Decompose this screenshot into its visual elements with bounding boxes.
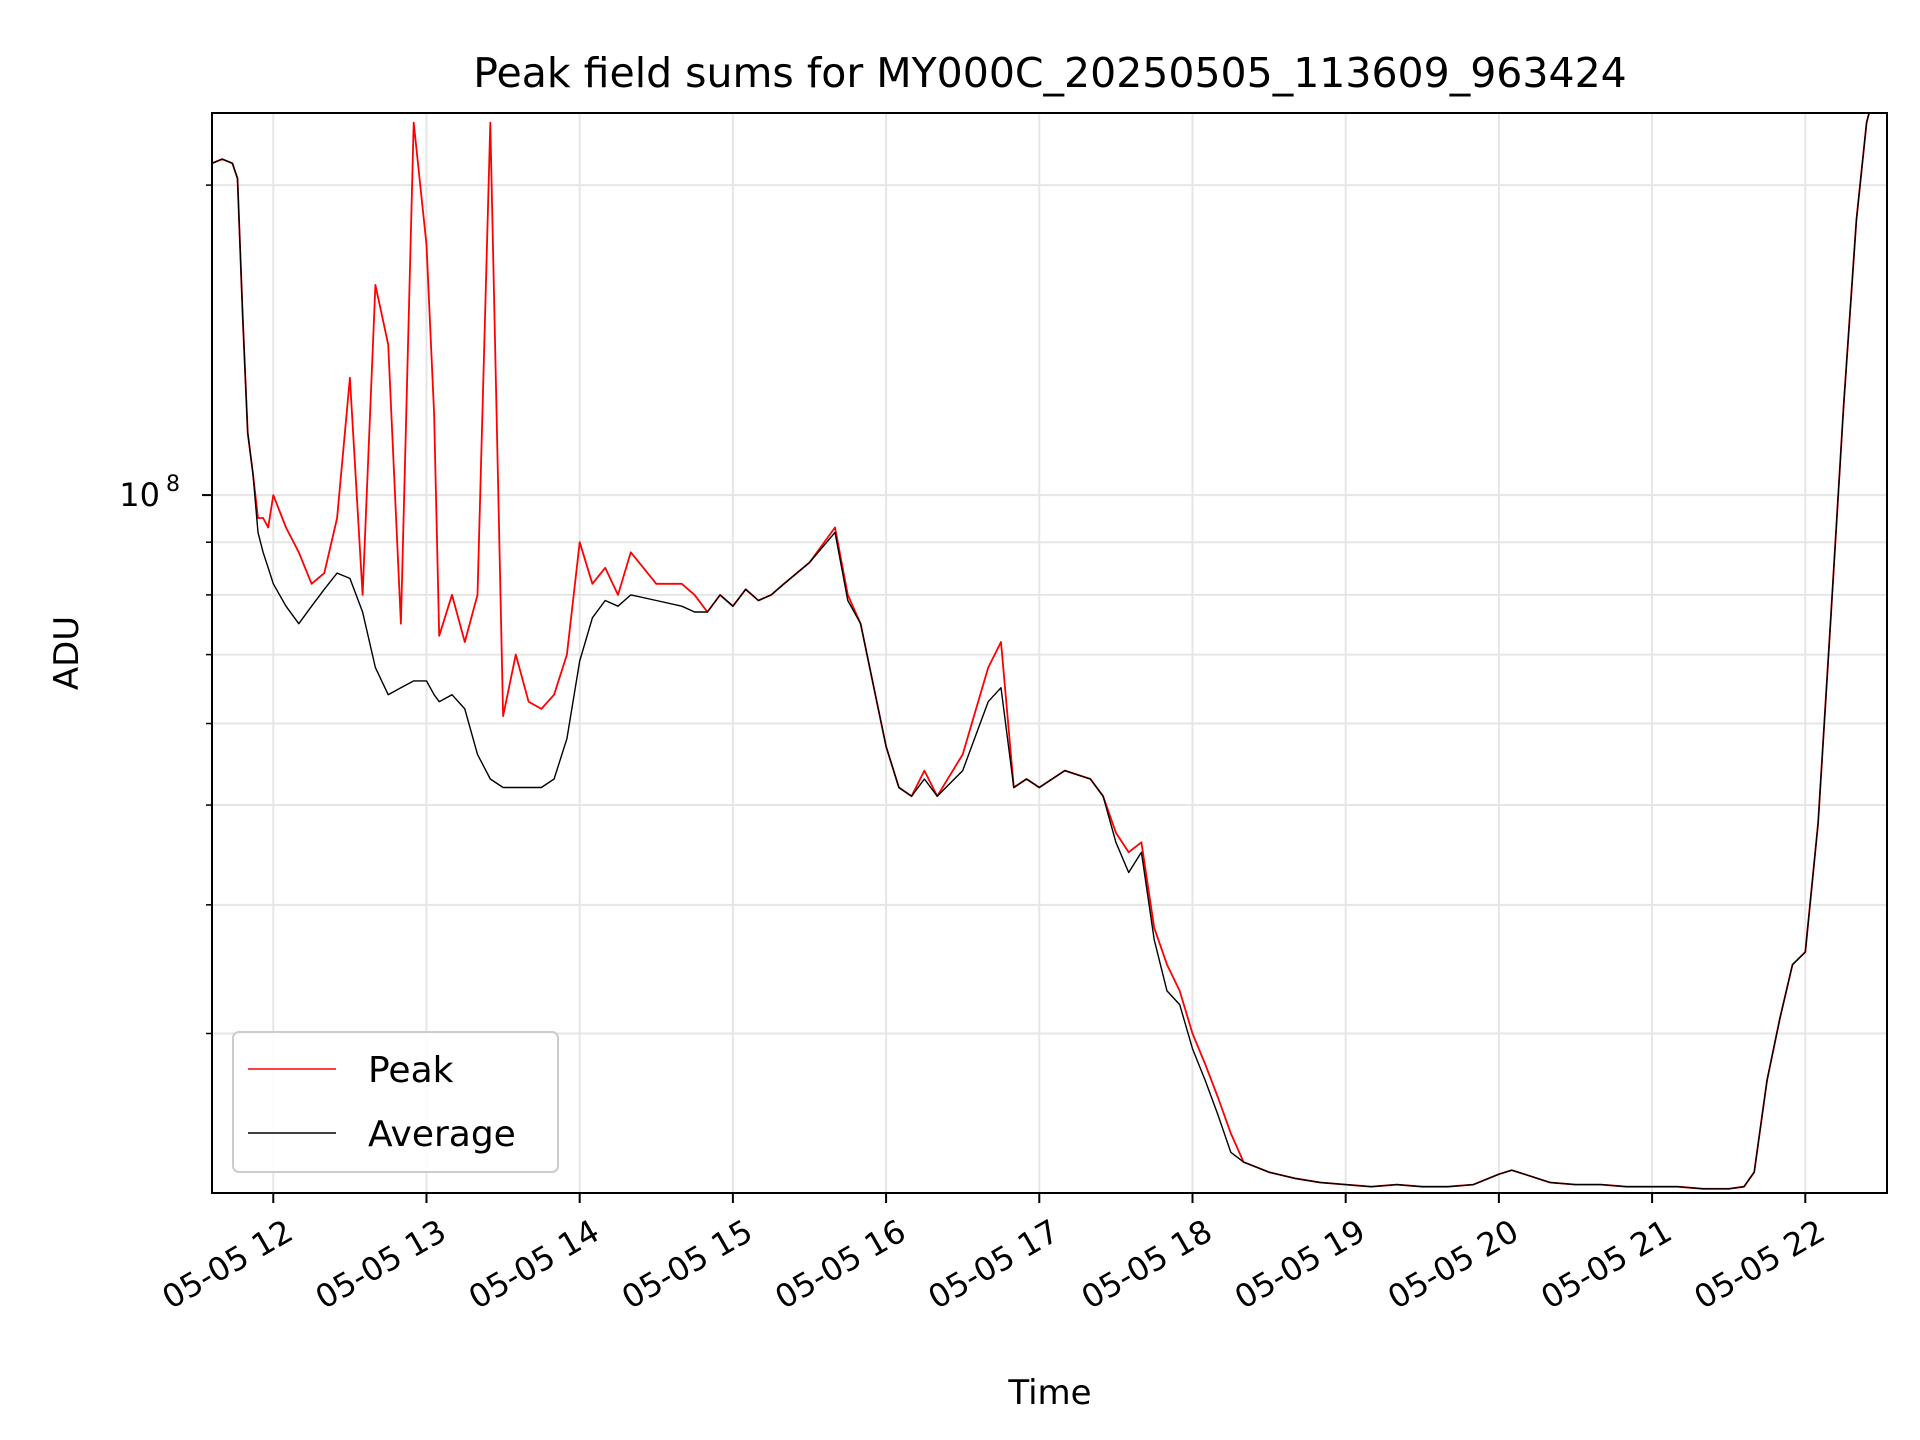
plot-frame xyxy=(211,112,1888,1194)
y-axis: 10 8 xyxy=(119,184,212,1035)
legend-label-peak: Peak xyxy=(368,1050,454,1091)
legend-label-average: Average xyxy=(368,1114,516,1155)
x-axis-label: Time xyxy=(1007,1373,1091,1413)
legend-box xyxy=(232,1031,559,1173)
legend: Peak Average xyxy=(232,1031,559,1173)
y-axis-label: ADU xyxy=(47,616,87,690)
series-group xyxy=(212,113,1870,1190)
y-tick-label: 10 xyxy=(119,476,160,514)
grid xyxy=(212,113,1887,1193)
chart-title: Peak field sums for MY000C_20250505_1136… xyxy=(473,49,1627,97)
series-line-average xyxy=(212,113,1870,1190)
y-tick-label-exponent: 8 xyxy=(166,472,180,497)
